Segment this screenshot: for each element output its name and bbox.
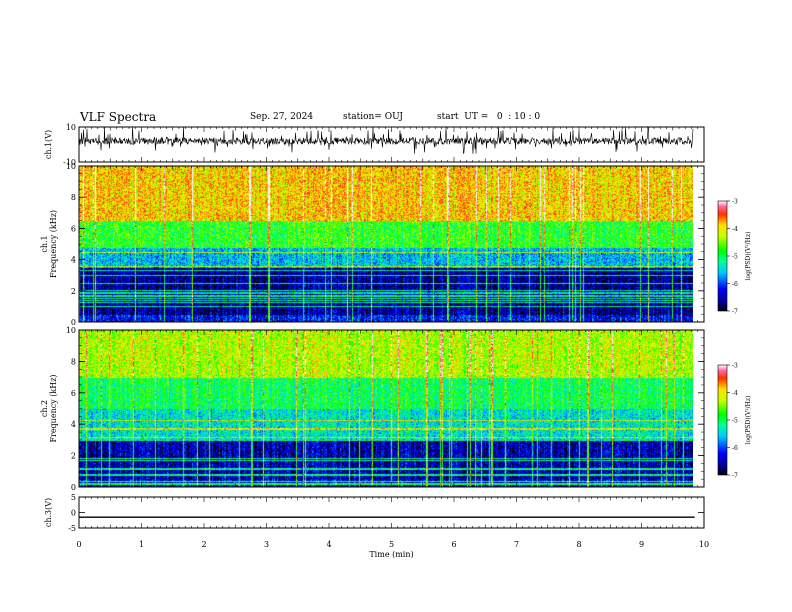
chart-title: VLF Spectra	[80, 110, 157, 124]
x-tick-label: 8	[576, 540, 581, 549]
ch2-spectrogram-image	[79, 330, 693, 487]
x-tick-label: 1	[139, 540, 144, 549]
colorbar-label: log(PSD)(V²/Hz)	[745, 232, 752, 281]
y-tick-label: 10	[66, 326, 76, 335]
x-axis-label: Time (min)	[369, 550, 413, 559]
date-label: Sep. 27, 2024	[250, 112, 314, 122]
x-tick-label: 9	[639, 540, 644, 549]
y-tick-label: 5	[71, 493, 76, 502]
x-tick-label: 10	[699, 540, 709, 549]
colorbar-label: log(PSD)(V²/Hz)	[745, 396, 752, 445]
colorbar-tick-label: -7	[732, 309, 738, 316]
y-axis-label: Frequency (kHz)	[49, 210, 58, 278]
y-axis-label: ch.3(V)	[44, 498, 53, 527]
colorbar-2	[717, 364, 728, 476]
ch1-spectrogram-image	[79, 166, 693, 322]
colorbar-tick-label: -6	[732, 445, 738, 452]
colorbar-tick-label: -4	[732, 226, 738, 233]
y-tick-label: 4	[71, 420, 76, 429]
y-axis-label: ch.1(V)	[44, 130, 53, 159]
x-tick-label: 6	[451, 540, 456, 549]
colorbar-tick-label: -6	[732, 281, 738, 288]
x-tick-label: 2	[201, 540, 206, 549]
y-tick-label: 4	[71, 256, 76, 265]
y-axis-label: ch.1	[40, 235, 49, 252]
y-tick-label: 0	[71, 318, 76, 327]
colorbar-tick-label: -3	[732, 363, 738, 370]
start-ut-label: start UT = 0 : 10 : 0	[437, 112, 541, 122]
y-tick-label: 2	[71, 452, 76, 461]
colorbar-tick-label: -5	[732, 254, 738, 261]
x-tick-label: 3	[264, 540, 269, 549]
colorbar-1	[717, 200, 728, 312]
y-tick-label: 10	[66, 162, 76, 171]
colorbar-tick-label: -7	[732, 473, 738, 480]
y-tick-label: 0	[71, 483, 76, 492]
y-tick-label: 8	[71, 193, 76, 202]
station-label: station= OUJ	[343, 112, 404, 122]
colorbar-tick-label: -4	[732, 390, 738, 397]
y-axis-label: ch.2	[40, 400, 49, 417]
y-tick-label: -10	[63, 158, 76, 167]
colorbar-tick-label: -5	[732, 418, 738, 425]
x-tick-label: 0	[76, 540, 81, 549]
y-tick-label: 6	[71, 389, 76, 398]
y-tick-label: 10	[66, 123, 76, 132]
colorbar-tick-label: -3	[732, 199, 738, 206]
y-tick-label: 8	[71, 357, 76, 366]
x-tick-label: 4	[326, 540, 331, 549]
x-tick-label: 5	[389, 540, 394, 549]
y-axis-label: Frequency (kHz)	[49, 374, 58, 442]
y-tick-label: 2	[71, 287, 76, 296]
y-tick-label: 0	[71, 509, 76, 518]
y-tick-label: 6	[71, 224, 76, 233]
x-tick-label: 7	[514, 540, 519, 549]
y-tick-label: -5	[68, 524, 76, 533]
ch1-waveform-line	[78, 126, 694, 154]
